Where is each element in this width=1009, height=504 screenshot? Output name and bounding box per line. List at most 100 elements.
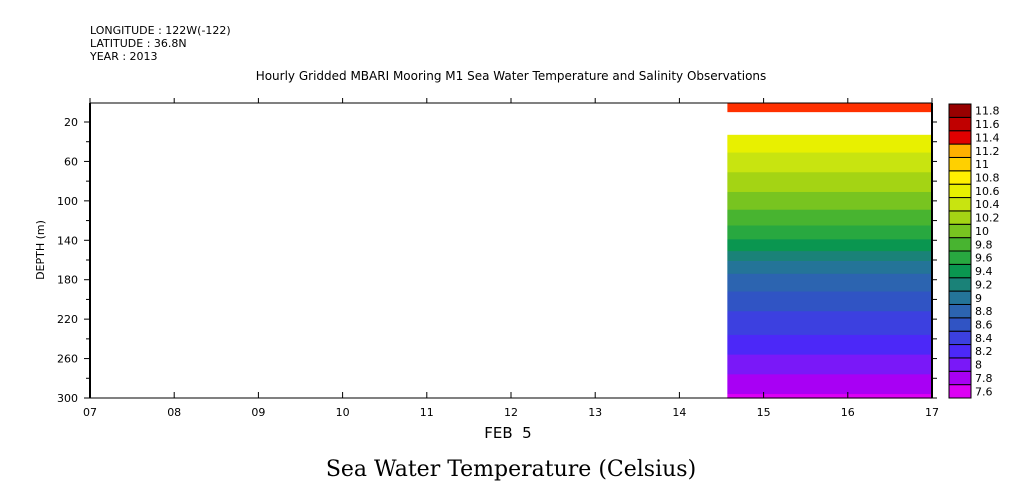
- data-cell: [727, 392, 932, 394]
- data-cell: [727, 168, 932, 170]
- data-cell: [727, 226, 932, 229]
- data-cell: [727, 338, 932, 341]
- data-cell: [727, 231, 932, 233]
- data-cell: [727, 170, 932, 172]
- data-cell: [727, 343, 932, 346]
- data-cell: [727, 377, 932, 379]
- data-cell: [727, 396, 932, 398]
- data-cell: [727, 250, 932, 252]
- data-cell: [727, 202, 932, 205]
- data-cell: [727, 323, 932, 325]
- data-cell: [727, 275, 932, 278]
- data-cell: [727, 140, 932, 143]
- data-cell: [727, 253, 932, 255]
- data-cell: [727, 146, 932, 149]
- data-cell: [727, 273, 932, 276]
- data-cell: [727, 157, 932, 160]
- colorbar-label: 7.6: [975, 385, 993, 398]
- colorbar-label: 10.2: [975, 212, 1000, 225]
- data-cell: [727, 300, 932, 302]
- data-cell: [727, 152, 932, 155]
- data-cell: [727, 201, 932, 204]
- data-cell: [727, 262, 932, 265]
- data-cell: [727, 224, 932, 227]
- y-axis-label: DEPTH (m): [34, 220, 47, 280]
- data-cell: [727, 144, 932, 147]
- x-tick-label: 10: [336, 406, 350, 419]
- data-cell: [727, 246, 932, 248]
- data-cell: [727, 221, 932, 224]
- data-cell: [727, 305, 932, 307]
- data-cell: [727, 142, 932, 145]
- data-cell: [727, 181, 932, 183]
- colorbar-label: 10: [975, 225, 989, 238]
- data-cell: [727, 307, 932, 309]
- data-cell: [727, 290, 932, 293]
- chart-caption: Sea Water Temperature (Celsius): [326, 457, 696, 482]
- data-cell: [727, 316, 932, 318]
- data-cell: [727, 356, 932, 359]
- data-cell: [727, 361, 932, 364]
- colorbar-swatch: [948, 237, 972, 252]
- data-cell: [727, 363, 932, 366]
- data-cell: [727, 233, 932, 235]
- data-cell: [727, 213, 932, 216]
- data-cell: [727, 176, 932, 178]
- data-cell: [727, 195, 932, 198]
- colorbar-swatch: [948, 290, 972, 305]
- y-tick-label: 300: [57, 392, 78, 405]
- data-cell: [727, 219, 932, 222]
- data-cell: [727, 291, 932, 294]
- data-cell: [727, 172, 932, 174]
- data-cell: [727, 174, 932, 176]
- data-cell: [727, 171, 932, 173]
- data-cell: [727, 192, 932, 195]
- colorbar-label: 10.6: [975, 185, 1000, 198]
- data-cell: [727, 270, 932, 273]
- colorbar-swatch: [948, 330, 972, 346]
- data-cell: [727, 191, 932, 194]
- data-cell: [727, 327, 932, 329]
- data-cell: [727, 374, 932, 376]
- data-cell: [727, 362, 932, 365]
- x-tick-label: 12: [504, 406, 518, 419]
- data-cell: [727, 254, 932, 256]
- data-cell: [727, 336, 932, 339]
- axes: 07 08 09 10 11 12 13 14 15 16 17 20 60 100 140 180 220 26…: [57, 98, 939, 419]
- data-cell: [727, 207, 932, 210]
- data-cell: [727, 359, 932, 362]
- data-cell: [727, 269, 932, 272]
- data-cell: [727, 351, 932, 354]
- data-cell: [727, 249, 932, 251]
- y-tick-label: 60: [64, 155, 78, 168]
- colorbar-label: 9.4: [975, 265, 993, 278]
- data-cell: [727, 284, 932, 287]
- data-cell: [727, 229, 932, 232]
- data-cell: [727, 279, 932, 282]
- data-cell: [727, 204, 932, 207]
- data-cell: [727, 380, 932, 382]
- data-cell: [727, 293, 932, 296]
- data-cell: [727, 164, 932, 166]
- data-cell: [727, 149, 932, 152]
- colorbar-swatch: [948, 130, 972, 145]
- data-cell: [727, 214, 932, 217]
- data-cell: [727, 265, 932, 268]
- data-cell: [727, 315, 932, 317]
- data-cell: [727, 252, 932, 254]
- data-cell: [727, 208, 932, 211]
- data-cell: [727, 238, 932, 240]
- data-cell: [727, 182, 932, 184]
- colorbar-label: 7.8: [975, 372, 993, 385]
- data-cell: [727, 285, 932, 288]
- data-cell: [727, 313, 932, 315]
- data-cell: [727, 210, 932, 213]
- data-cell: [727, 349, 932, 352]
- data-cell: [727, 368, 932, 371]
- data-cell: [727, 193, 932, 196]
- colorbar-label: 8: [975, 359, 982, 372]
- data-cell: [727, 373, 932, 375]
- data-cell: [727, 370, 932, 372]
- data-cell: [727, 203, 932, 206]
